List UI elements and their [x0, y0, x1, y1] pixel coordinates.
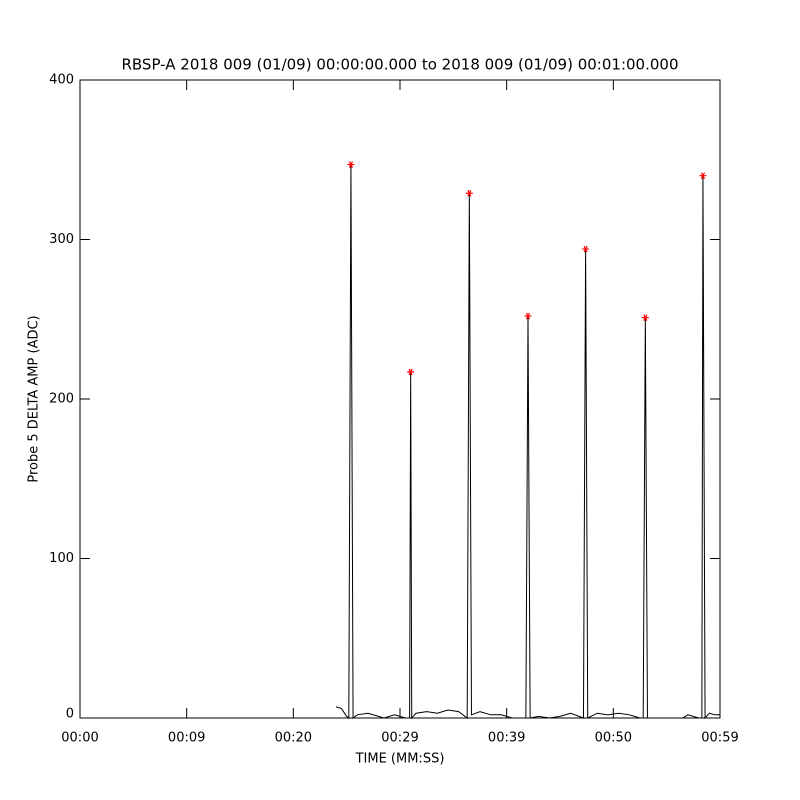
x-tick-label: 00:29: [381, 731, 418, 746]
peak-marker: [699, 172, 707, 180]
x-axis-label: TIME (MM:SS): [355, 752, 445, 767]
x-tick-label: 00:59: [701, 731, 738, 746]
y-axis-label: Probe 5 DELTA AMP (ADC): [27, 315, 42, 482]
x-tick-label: 00:20: [275, 731, 312, 746]
x-tick-label: 00:50: [595, 731, 632, 746]
y-tick-label: 100: [49, 551, 74, 566]
peak-marker: [641, 314, 649, 321]
y-tick-label: 300: [49, 232, 74, 247]
x-tick-label: 00:00: [61, 731, 98, 746]
peak-marker: [582, 245, 590, 253]
peak-marker: [524, 312, 532, 320]
y-tick-label: 0: [66, 707, 74, 722]
y-tick-label: 200: [49, 392, 74, 407]
x-tick-label: 00:09: [168, 731, 205, 746]
data-line: [335, 164, 720, 720]
chart-title: RBSP-A 2018 009 (01/09) 00:00:00.000 to …: [121, 56, 678, 74]
y-tick-label: 400: [49, 73, 74, 88]
peak-marker: [347, 161, 355, 168]
peak-marker: [465, 189, 473, 197]
peak-marker: [407, 368, 415, 376]
x-tick-label: 00:39: [488, 731, 525, 746]
